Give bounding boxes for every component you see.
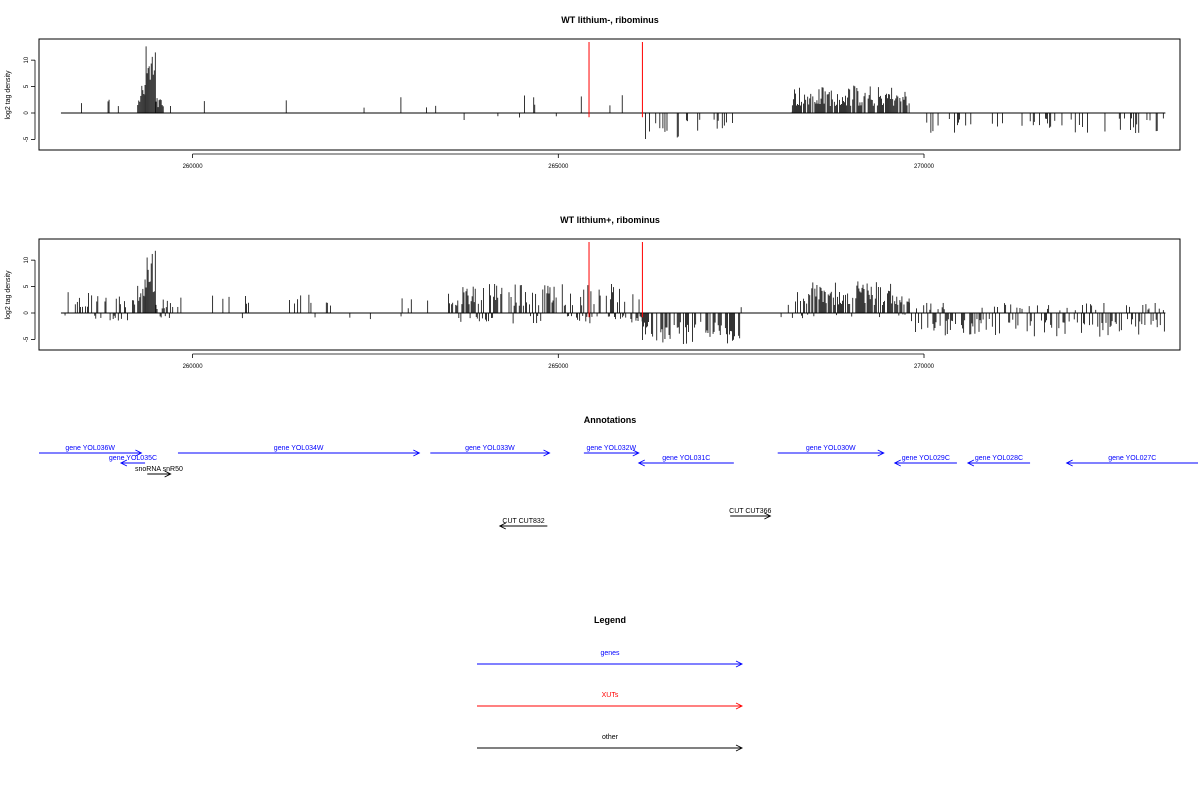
legend-label: genes	[600, 650, 620, 657]
feature-label: gene YOL034W	[274, 445, 324, 452]
x-tick-label: 265000	[548, 364, 569, 370]
feature-label: gene YOL027C	[1108, 455, 1156, 462]
y-tick-label: 10	[24, 56, 30, 63]
feature-label: gene YOL036W	[65, 445, 115, 452]
feature-label: gene YOL032W	[586, 445, 636, 452]
plot-frame	[38, 38, 1181, 151]
annotation-feature: gene YOL030W	[777, 445, 885, 457]
feature-label: CUT CUT366	[729, 508, 771, 515]
y-axis: -5 0 5 10	[24, 256, 36, 342]
feature-label: CUT CUT832	[502, 518, 544, 525]
feature-label: snoRNA snR50	[135, 466, 183, 473]
annotation-feature: gene YOL029C	[893, 455, 957, 467]
track-title: WT lithium+, ribominus	[560, 215, 660, 225]
arrowhead-icon	[893, 459, 901, 467]
annotation-feature: gene YOL027C	[1065, 455, 1198, 467]
y-axis-label: log2 tag density	[5, 70, 12, 120]
annotation-feature: gene YOL035C	[109, 455, 157, 467]
annotation-feature: CUT CUT832	[498, 518, 548, 530]
legend-label: XUTs	[602, 692, 619, 699]
y-tick-label: 5	[24, 284, 30, 288]
feature-label: gene YOL028C	[975, 455, 1023, 462]
track-panel-lithium-minus: WT lithium-, ribominus -5 0 5 10 260000 2650…	[5, 15, 1181, 170]
legend-item: genes	[477, 650, 744, 668]
track-panel-lithium-plus: WT lithium+, ribominus -5 0 5 10 260000 2650…	[5, 215, 1181, 370]
arrowhead-icon	[637, 459, 645, 467]
y-tick-label: 0	[24, 311, 30, 315]
x-axis: 260000 265000 270000	[183, 153, 935, 170]
arrowhead-icon	[966, 459, 975, 467]
annotation-feature: gene YOL028C	[966, 455, 1031, 467]
arrowhead-icon	[877, 449, 885, 457]
legend-title: Legend	[594, 615, 626, 625]
y-tick-label: 10	[24, 256, 30, 263]
arrowhead-icon	[735, 744, 744, 752]
feature-label: gene YOL029C	[902, 455, 950, 462]
annotation-feature: snoRNA snR50	[135, 466, 183, 478]
annotation-feature: gene YOL032W	[583, 445, 640, 457]
x-tick-label: 270000	[914, 364, 935, 370]
y-axis: -5 0 5 10	[24, 56, 36, 142]
annotations-panel: Annotations gene YOL036W gene YOL035C snoR…	[39, 415, 1198, 530]
legend: Legend genes XUTs other	[477, 615, 744, 752]
feature-label: gene YOL031C	[662, 455, 710, 462]
annotation-features: gene YOL036W gene YOL035C snoRNA snR50 gene…	[39, 445, 1198, 530]
y-axis-label: log2 tag density	[5, 270, 12, 320]
annotations-title: Annotations	[584, 415, 637, 425]
plot-frame	[38, 238, 1181, 351]
y-tick-label: -5	[24, 336, 30, 342]
arrowhead-icon	[543, 449, 551, 457]
bar-layer	[64, 250, 1165, 345]
arrowhead-icon	[119, 459, 128, 467]
arrowhead-icon	[1065, 459, 1073, 467]
xut-markers	[588, 242, 643, 318]
legend-label: other	[602, 734, 619, 741]
annotation-feature: CUT CUT366	[729, 508, 772, 520]
x-tick-label: 265000	[548, 164, 569, 170]
legend-items: genes XUTs other	[477, 650, 744, 752]
legend-item: XUTs	[477, 692, 744, 710]
arrowhead-icon	[135, 449, 143, 457]
legend-item: other	[477, 734, 744, 752]
x-tick-label: 260000	[183, 364, 204, 370]
annotation-feature: gene YOL033W	[430, 445, 551, 457]
arrowhead-icon	[413, 449, 421, 457]
x-tick-label: 270000	[914, 164, 935, 170]
bar-layer	[81, 46, 1164, 139]
annotation-feature: gene YOL036W	[39, 445, 143, 457]
y-tick-label: -5	[24, 136, 30, 142]
arrowhead-icon	[735, 660, 744, 668]
feature-label: gene YOL035C	[109, 455, 157, 462]
arrowhead-icon	[735, 702, 744, 710]
annotation-feature: gene YOL034W	[177, 445, 421, 457]
y-tick-label: 5	[24, 84, 30, 88]
arrowhead-icon	[632, 449, 640, 457]
arrowhead-icon	[498, 522, 506, 530]
feature-label: gene YOL033W	[465, 445, 515, 452]
x-tick-label: 260000	[183, 164, 204, 170]
track-title: WT lithium-, ribominus	[561, 15, 659, 25]
arrowhead-icon	[764, 512, 772, 520]
annotation-feature: gene YOL031C	[637, 455, 734, 467]
xut-markers	[588, 42, 643, 118]
feature-label: gene YOL030W	[806, 445, 856, 452]
y-tick-label: 0	[24, 111, 30, 115]
x-axis: 260000 265000 270000	[183, 353, 935, 370]
arrowhead-icon	[164, 470, 172, 478]
